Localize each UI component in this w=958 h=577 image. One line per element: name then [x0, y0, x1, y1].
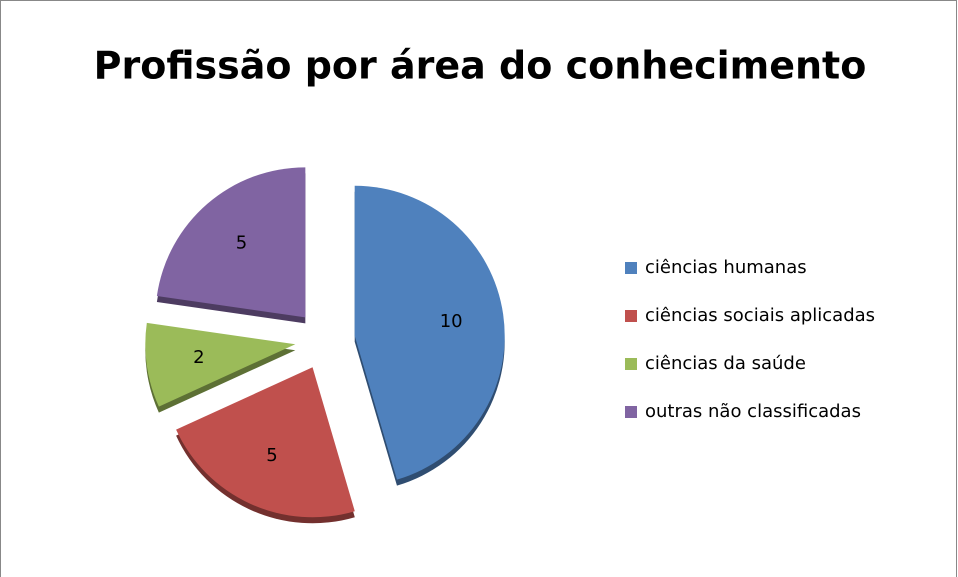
legend-label: ciências humanas	[645, 257, 807, 278]
data-label: 5	[266, 445, 277, 466]
legend-swatch	[625, 406, 637, 418]
pie-slice	[145, 322, 296, 407]
legend-swatch	[625, 310, 637, 322]
data-label: 5	[236, 233, 247, 254]
data-label: 10	[440, 311, 463, 332]
legend-label: ciências sociais aplicadas	[645, 305, 875, 326]
data-label: 2	[193, 347, 204, 368]
pie-slice	[156, 167, 306, 318]
pie-slice	[354, 185, 505, 480]
legend-label: ciências da saúde	[645, 353, 806, 374]
legend-label: outras não classificadas	[645, 401, 861, 422]
legend-swatch	[625, 358, 637, 370]
pie-slice	[176, 367, 355, 518]
legend-swatch	[625, 262, 637, 274]
chart-title: Profissão por área do conhecimento	[94, 44, 867, 88]
